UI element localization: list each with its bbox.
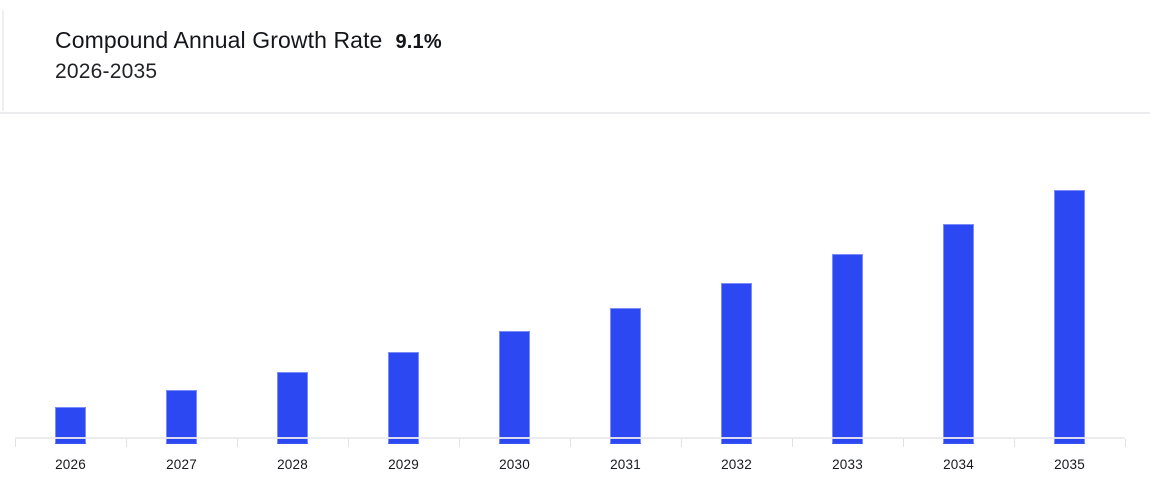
- x-axis-label: 2032: [721, 457, 752, 472]
- bar-2032[interactable]: [721, 283, 752, 444]
- bar-2031[interactable]: [610, 308, 641, 444]
- x-axis-label: 2031: [610, 457, 641, 472]
- bar-group: [570, 114, 681, 444]
- bar-group: [792, 114, 903, 444]
- bar-group: [903, 114, 1014, 444]
- x-axis-tick: [681, 439, 682, 447]
- x-axis-label: 2027: [166, 457, 197, 472]
- x-axis-tick: [1125, 439, 1126, 447]
- bar-group: [348, 114, 459, 444]
- header-divider: [0, 112, 1150, 114]
- x-axis-tick: [126, 439, 127, 447]
- header-left-rule: [2, 10, 4, 111]
- x-axis-tick: [903, 439, 904, 447]
- bar-2028[interactable]: [277, 372, 308, 444]
- cagr-value: 9.1%: [395, 31, 442, 53]
- x-axis-tick: [348, 439, 349, 447]
- bar-group: [15, 114, 126, 444]
- bar-2033[interactable]: [832, 254, 863, 444]
- bar-2027[interactable]: [166, 390, 197, 444]
- bar-group: [126, 114, 237, 444]
- x-axis-tick: [792, 439, 793, 447]
- bar-2029[interactable]: [388, 352, 419, 444]
- x-axis-tick: [237, 439, 238, 447]
- bar-group: [459, 114, 570, 444]
- title-row: Compound Annual Growth Rate 9.1%: [55, 27, 442, 54]
- x-axis-label: 2033: [832, 457, 863, 472]
- chart-title: Compound Annual Growth Rate: [55, 27, 383, 53]
- bar-2030[interactable]: [499, 331, 530, 444]
- x-axis-tick: [15, 439, 16, 447]
- x-axis-label: 2034: [943, 457, 974, 472]
- x-axis-label: 2029: [388, 457, 419, 472]
- bar-2035[interactable]: [1054, 190, 1085, 444]
- bar-group: [681, 114, 792, 444]
- x-axis-label: 2026: [55, 457, 86, 472]
- bar-2034[interactable]: [943, 224, 974, 444]
- x-axis-tick: [570, 439, 571, 447]
- chart-header: Compound Annual Growth Rate 9.1% 2026-20…: [0, 0, 1150, 112]
- x-axis-tick: [459, 439, 460, 447]
- chart-subtitle: 2026-2035: [55, 60, 158, 83]
- bar-group: [237, 114, 348, 444]
- title-block: Compound Annual Growth Rate 9.1% 2026-20…: [55, 27, 442, 84]
- x-axis-label: 2030: [499, 457, 530, 472]
- x-axis-label: 2028: [277, 457, 308, 472]
- plot-area: [15, 114, 1125, 444]
- x-axis-label: 2035: [1054, 457, 1085, 472]
- bar-chart: 2026 2027 2028 2029 2030 2031 2032 2033 2034 2035: [0, 114, 1150, 502]
- x-axis-line: [15, 437, 1125, 439]
- bar-group: [1014, 114, 1125, 444]
- x-axis-labels: 2026 2027 2028 2029 2030 2031 2032 2033 2034 2035: [15, 457, 1125, 472]
- x-axis-tick: [1014, 439, 1015, 447]
